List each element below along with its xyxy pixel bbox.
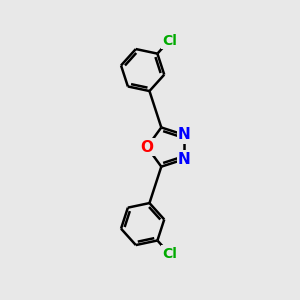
Text: Cl: Cl: [162, 247, 177, 261]
Text: Cl: Cl: [162, 34, 177, 47]
Text: N: N: [178, 128, 191, 142]
Text: O: O: [141, 140, 154, 154]
Text: N: N: [178, 152, 191, 167]
